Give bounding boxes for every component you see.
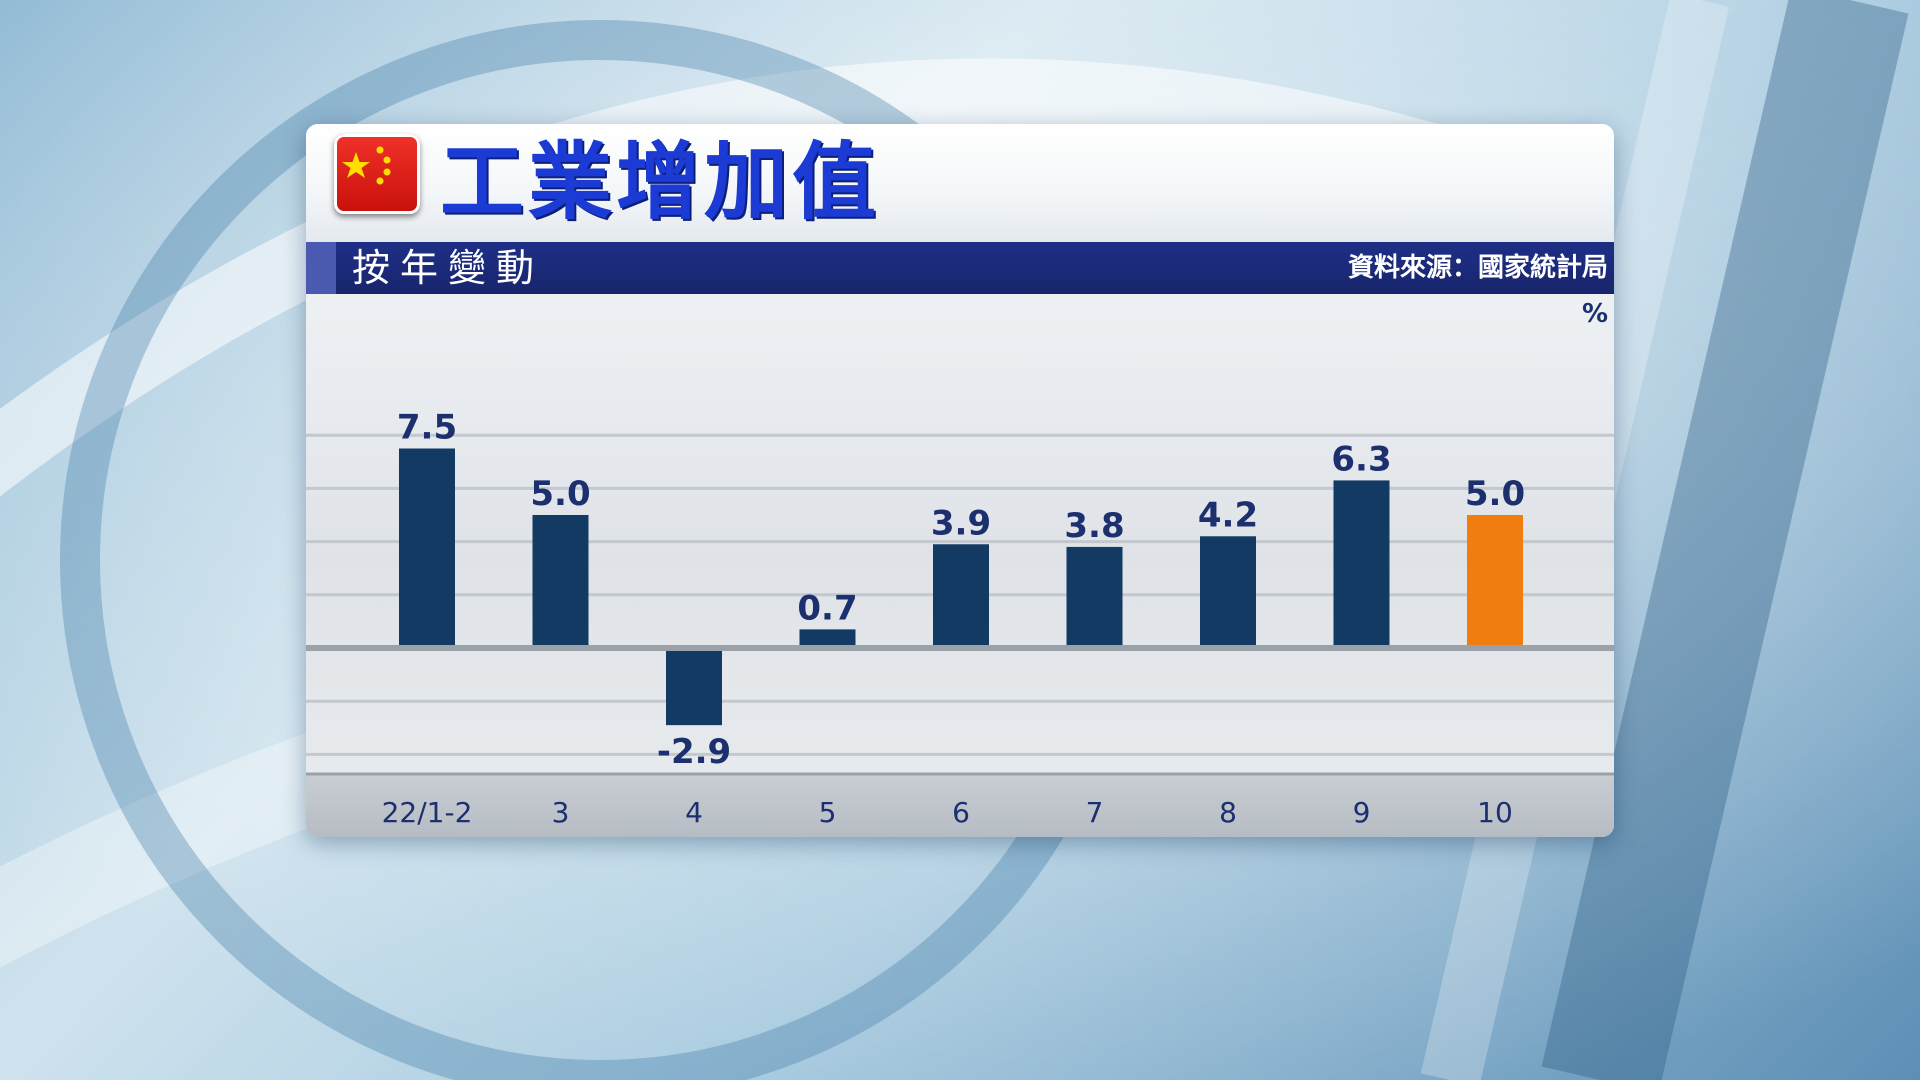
data-label: 5.0 [530,474,590,514]
x-tick-label: 5 [819,796,837,829]
data-label: -2.9 [657,732,731,772]
unit-label: % [1582,299,1608,329]
chart-panel: 工業增加值 按年變動 資料來源：國家統計局 % 7.5 22/1-2 5.0 3 -2.9… [306,124,1614,837]
plot-area [306,294,1614,774]
bar [1333,480,1390,648]
subtitle-bar: 按年變動 資料來源：國家統計局 [306,242,1614,294]
bar [799,629,856,648]
x-tick-label: 7 [1086,796,1104,829]
bar [1467,515,1523,648]
bar [1200,536,1256,648]
bar [933,544,989,648]
bar [1066,546,1123,648]
chart-subtitle: 按年變動 [352,246,545,290]
subtitle-bar-accent [306,242,336,294]
data-label: 6.3 [1331,439,1391,479]
data-label: 7.5 [397,408,457,448]
x-tick-label: 3 [552,796,570,829]
china-flag-icon [334,134,420,214]
data-label: 0.7 [797,588,857,628]
x-tick-label: 8 [1219,796,1237,829]
data-label: 4.2 [1198,495,1258,535]
bar [666,648,722,726]
x-tick-label: 9 [1353,796,1371,829]
x-tick-label: 22/1-2 [382,796,473,829]
bar [532,515,589,648]
x-tick-label: 4 [685,796,703,829]
data-label: 3.9 [931,503,991,543]
chart-title: 工業增加值 [440,133,881,231]
bar-chart: % 7.5 22/1-2 5.0 3 -2.9 4 0.7 5 3.9 6 3.8 7 4.2 8 6.3 9 5… [306,294,1614,837]
x-tick-label: 6 [952,796,970,829]
chart-header: 工業增加值 [306,124,1614,242]
data-label: 5.0 [1465,474,1525,514]
bar [399,448,455,648]
x-tick-label: 10 [1477,796,1513,829]
x-axis-band [306,774,1614,837]
data-source: 資料來源：國家統計局 [1347,253,1608,283]
data-label: 3.8 [1064,506,1124,546]
